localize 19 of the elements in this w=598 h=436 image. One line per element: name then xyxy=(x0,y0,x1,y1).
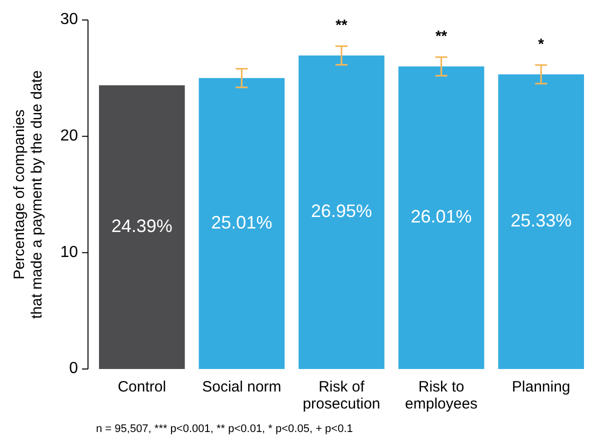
data-label: 26.95% xyxy=(310,200,372,221)
annotation: ** xyxy=(435,28,448,46)
text: n = 95,507, *** p<0.001, ** p<0.01, * p<0.05, + p<0.1 xyxy=(96,423,353,435)
x-tick-label: Social norm xyxy=(202,378,282,396)
x-tick-label: Risk of prosecution xyxy=(302,378,380,412)
y-tick-label: 30 xyxy=(60,11,78,28)
x-tick-label: Planning xyxy=(512,378,570,396)
y-tick-label: 10 xyxy=(60,244,78,261)
x-tick-label: Risk to employees xyxy=(405,378,478,412)
x-tick-label: Control xyxy=(118,378,166,396)
data-label: 24.39% xyxy=(111,216,172,236)
data-label: 26.01% xyxy=(410,206,472,226)
y-tick-label: 0 xyxy=(69,360,78,378)
annotation: ** xyxy=(336,17,348,34)
data-label: 25.33% xyxy=(510,210,572,230)
data-label: 25.01% xyxy=(211,212,272,232)
y-axis-title: Percentage of companies that made a payment by the due date xyxy=(11,70,46,319)
y-tick-label: 20 xyxy=(60,128,78,145)
annotation: * xyxy=(538,36,544,53)
